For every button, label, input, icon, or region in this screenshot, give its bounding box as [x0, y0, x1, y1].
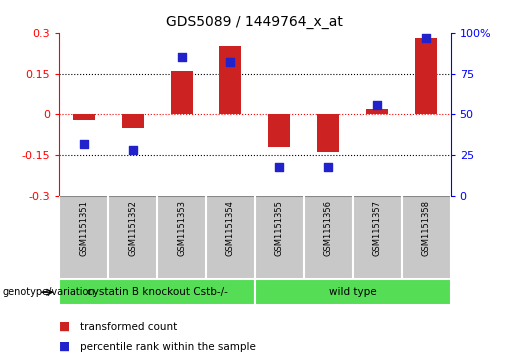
Bar [122, 114, 144, 128]
Text: wild type: wild type [329, 287, 376, 297]
Text: GSM1151352: GSM1151352 [128, 200, 137, 256]
Bar [219, 46, 242, 114]
Text: ■: ■ [59, 320, 74, 333]
Bar [366, 109, 388, 114]
Point [275, 164, 283, 170]
Bar [59, 279, 255, 305]
Text: cystatin B knockout Cstb-/-: cystatin B knockout Cstb-/- [87, 287, 228, 297]
Bar [170, 71, 193, 114]
Point [129, 147, 137, 153]
Text: GSM1151355: GSM1151355 [275, 200, 284, 256]
Point [324, 164, 333, 170]
Text: GSM1151351: GSM1151351 [79, 200, 88, 256]
Text: ■: ■ [59, 340, 74, 353]
Bar [415, 38, 437, 114]
Point [373, 102, 381, 107]
Text: GSM1151356: GSM1151356 [324, 200, 333, 256]
Text: genotype/variation: genotype/variation [3, 287, 95, 297]
Text: transformed count: transformed count [80, 322, 177, 332]
Point [226, 59, 234, 65]
Bar [317, 114, 339, 152]
Point [177, 54, 185, 60]
Point [422, 35, 430, 41]
Text: GSM1151354: GSM1151354 [226, 200, 235, 256]
Bar [73, 114, 95, 120]
Bar [255, 279, 451, 305]
Bar [268, 114, 290, 147]
Title: GDS5089 / 1449764_x_at: GDS5089 / 1449764_x_at [166, 15, 344, 29]
Text: GSM1151357: GSM1151357 [373, 200, 382, 256]
Point [79, 141, 88, 147]
Text: percentile rank within the sample: percentile rank within the sample [80, 342, 256, 352]
Text: GSM1151358: GSM1151358 [422, 200, 431, 256]
Text: GSM1151353: GSM1151353 [177, 200, 186, 256]
